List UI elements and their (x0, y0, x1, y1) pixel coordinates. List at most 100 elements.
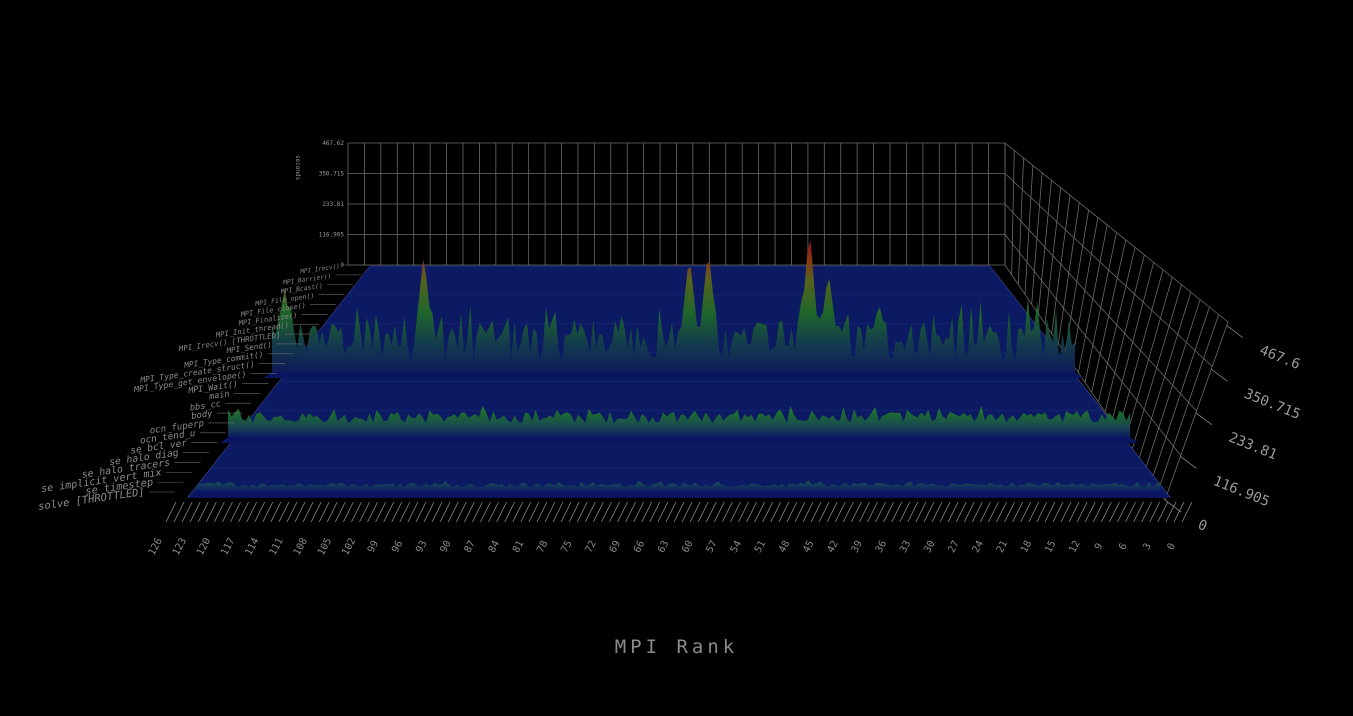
x-minor-tick (955, 501, 967, 523)
x-minor-tick (609, 501, 620, 523)
x-minor-tick (214, 501, 225, 523)
x-minor-tick (1149, 501, 1161, 523)
x-minor-tick (189, 501, 201, 523)
x-tick-label: 3 (1141, 542, 1154, 552)
x-minor-tick (633, 501, 645, 523)
series-surface-2 (228, 405, 1130, 437)
x-minor-tick (697, 501, 709, 523)
x-minor-tick (625, 501, 636, 523)
x-minor-tick (738, 501, 749, 523)
axes (149, 264, 1243, 523)
x-minor-tick (326, 501, 338, 523)
x-minor-tick (472, 501, 483, 523)
x-minor-tick (730, 501, 741, 523)
x-minor-tick (1036, 501, 1048, 523)
y-axis-title: seconds (294, 155, 301, 181)
x-tick-label: 75 (559, 539, 574, 555)
x-minor-tick (512, 501, 524, 523)
x-minor-tick (1165, 501, 1177, 523)
x-minor-tick (713, 501, 725, 523)
x-tick-label: 18 (1019, 539, 1034, 555)
back-wall-tick-label: 116.905 (319, 232, 345, 239)
x-minor-tick (447, 501, 459, 523)
x-minor-tick (504, 501, 516, 523)
x-minor-tick (891, 501, 903, 523)
x-minor-tick (576, 501, 588, 523)
x-minor-tick (431, 501, 443, 523)
x-minor-tick (173, 501, 185, 523)
right-wall-hline (1004, 234, 1182, 456)
x-minor-tick (988, 501, 999, 523)
x-minor-tick (673, 501, 685, 523)
z-tick-label: 350.715 (1242, 386, 1303, 423)
x-minor-tick (552, 501, 564, 523)
function-label: main (208, 389, 231, 402)
x-tick-label: 87 (463, 539, 478, 555)
x-minor-tick (794, 501, 806, 523)
right-wall-hline (1004, 203, 1197, 412)
floor-plane (187, 265, 1171, 498)
x-minor-tick (1109, 501, 1120, 523)
x-minor-tick (705, 501, 717, 523)
x-minor-tick (278, 501, 290, 523)
x-tick-label: 90 (438, 539, 453, 555)
x-tick-label: 105 (316, 536, 334, 557)
z-tick (1180, 456, 1197, 469)
x-minor-tick (1060, 501, 1072, 523)
x-minor-tick (302, 501, 314, 523)
x-axis-title: MPI Rank (614, 636, 739, 658)
surface-series (188, 240, 1168, 498)
x-minor-tick (818, 501, 830, 523)
x-minor-tick (455, 501, 467, 523)
x-minor-tick (971, 501, 983, 523)
x-minor-tick (165, 501, 177, 523)
x-tick-label: 126 (147, 536, 165, 557)
x-tick-label: 6 (1117, 542, 1130, 552)
x-minor-tick (1020, 501, 1032, 523)
series-surface-1 (272, 240, 1075, 372)
right-wall-hline (1004, 142, 1229, 323)
x-minor-tick (568, 501, 580, 523)
z-tick (1226, 325, 1243, 338)
x-minor-tick (1068, 501, 1080, 523)
x-minor-tick (415, 501, 427, 523)
x-minor-tick (197, 501, 209, 523)
z-tick (1211, 368, 1228, 382)
x-tick-label: 66 (632, 539, 647, 555)
x-minor-tick (1133, 501, 1144, 523)
x-minor-tick (681, 501, 693, 523)
x-tick-label: 42 (825, 539, 840, 555)
x-tick-label: 81 (511, 539, 526, 555)
x-minor-tick (657, 501, 669, 523)
x-minor-tick (238, 501, 249, 523)
x-minor-tick (842, 501, 854, 523)
x-tick-label: 39 (850, 539, 865, 555)
x-tick-label: 54 (729, 539, 744, 555)
x-tick-label: 48 (777, 539, 792, 555)
x-minor-tick (294, 501, 306, 523)
z-tick-label: 0 (1196, 517, 1210, 535)
x-minor-tick (222, 501, 233, 523)
x-minor-tick (528, 501, 540, 523)
series-base-2 (220, 437, 1138, 443)
grid-walls (347, 142, 1229, 501)
x-minor-tick (1084, 501, 1096, 523)
x-minor-tick (1004, 501, 1015, 523)
x-minor-tick (1028, 501, 1040, 523)
x-minor-tick (584, 501, 596, 523)
x-tick-label: 9 (1093, 542, 1106, 552)
x-minor-tick (963, 501, 975, 523)
x-minor-tick (931, 501, 943, 523)
function-label: body (191, 409, 214, 422)
x-minor-tick (407, 501, 419, 523)
x-minor-tick (810, 501, 822, 523)
x-minor-tick (1181, 501, 1193, 523)
x-minor-tick (286, 501, 298, 523)
x-tick-label: 36 (874, 539, 889, 555)
x-minor-tick (802, 501, 814, 523)
series-base-3 (188, 492, 1168, 498)
x-minor-tick (496, 501, 507, 523)
series-surface-3 (196, 480, 1160, 492)
x-tick-label: 123 (171, 536, 189, 557)
